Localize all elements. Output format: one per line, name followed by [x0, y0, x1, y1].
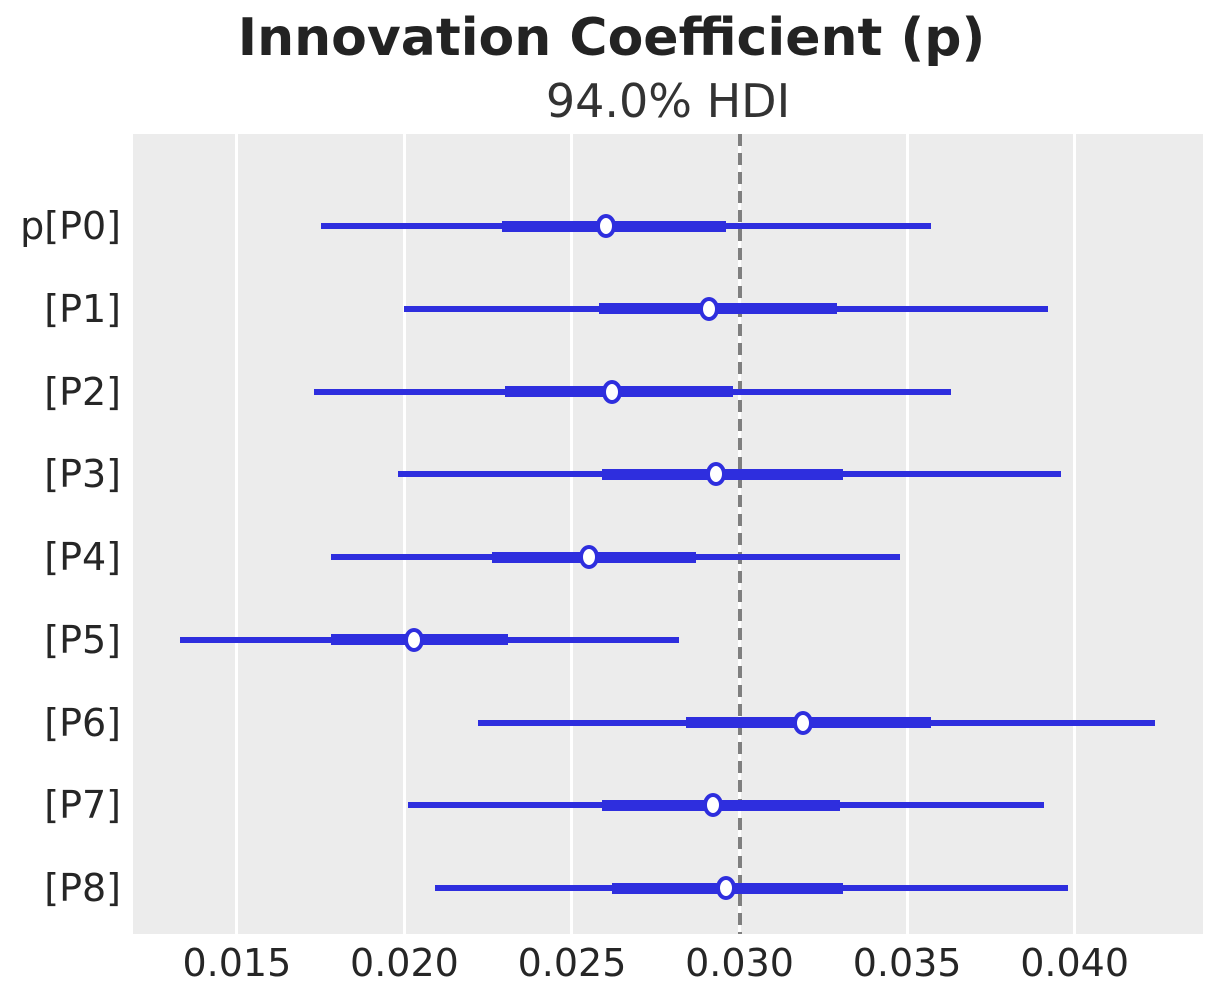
median-marker — [404, 627, 425, 652]
gridline — [1073, 134, 1077, 934]
plot-area — [133, 134, 1203, 934]
gridline — [235, 134, 239, 934]
x-tick-label: 0.040 — [1020, 941, 1130, 985]
y-tick-label: [P8] — [44, 866, 121, 910]
median-marker — [699, 296, 720, 321]
x-tick-label: 0.030 — [685, 941, 794, 985]
y-tick-label: [P2] — [44, 369, 121, 414]
median-marker — [578, 545, 599, 569]
y-tick-label: [P3] — [44, 452, 121, 497]
hdi-subtitle: 94.0% HDI — [545, 74, 791, 128]
x-tick-label: 0.015 — [182, 941, 292, 985]
plot-title: Innovation Coefficient (p) — [237, 8, 986, 68]
reference-line — [737, 134, 742, 934]
y-tick-label: [P6] — [44, 700, 121, 745]
median-marker — [595, 214, 616, 238]
gridline — [570, 134, 574, 934]
median-marker — [602, 379, 623, 404]
x-tick-label: 0.020 — [350, 941, 459, 985]
median-marker — [793, 710, 814, 735]
y-tick-label: [P7] — [44, 783, 121, 828]
x-tick-label: 0.025 — [517, 941, 627, 985]
y-tick-label: [P4] — [44, 535, 121, 579]
y-tick-label: [P5] — [44, 617, 121, 662]
gridline — [905, 134, 909, 934]
median-marker — [716, 876, 737, 900]
x-tick-label: 0.035 — [852, 941, 962, 985]
y-tick-label: [P1] — [44, 286, 121, 331]
median-marker — [702, 793, 723, 818]
y-tick-label: p[P0] — [20, 204, 121, 248]
median-marker — [706, 462, 727, 487]
gridline — [402, 134, 406, 934]
